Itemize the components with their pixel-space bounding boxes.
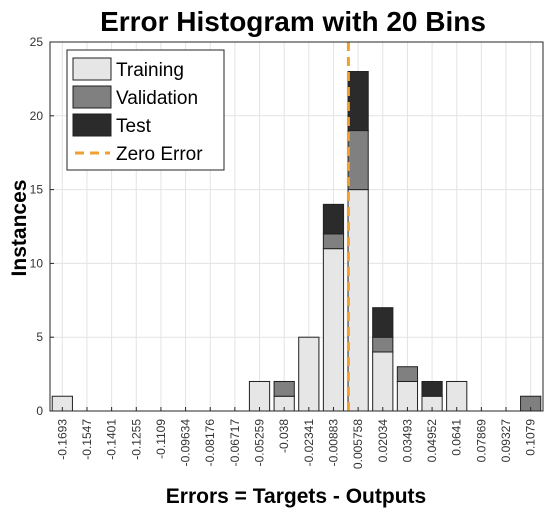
x-tick-label: -0.05259 xyxy=(253,419,267,467)
x-tick-label: -0.038 xyxy=(277,419,291,453)
x-tick-label: 0.1079 xyxy=(524,419,538,456)
x-tick-label: -0.00883 xyxy=(326,419,340,467)
y-tick-label: 25 xyxy=(30,35,44,49)
bar-test-12 xyxy=(347,71,369,132)
x-tick-label: 0.04952 xyxy=(425,419,439,463)
y-tick-label: 15 xyxy=(30,183,44,197)
x-tick-label: 0.03493 xyxy=(400,419,414,463)
bar-test-11 xyxy=(322,203,345,235)
x-tick-label: 0.02034 xyxy=(376,419,390,463)
legend-swatch-test xyxy=(72,113,112,137)
bar-training-10 xyxy=(298,336,320,412)
bar-training-8 xyxy=(248,380,271,412)
x-tick-label: 0.07869 xyxy=(474,419,488,463)
x-tick-label: 0.005758 xyxy=(351,419,365,469)
bar-validation-13 xyxy=(372,336,394,353)
x-tick-label: -0.08176 xyxy=(203,419,217,467)
x-tick-label: -0.1693 xyxy=(55,419,69,460)
legend-swatch-validation xyxy=(72,85,112,109)
plot-area-frame xyxy=(49,41,544,412)
bar-training-16 xyxy=(446,380,468,412)
bar-validation-12 xyxy=(347,130,369,191)
bar-training-14 xyxy=(396,380,419,412)
bar-training-11 xyxy=(322,248,345,412)
y-tick-label: 5 xyxy=(36,330,43,344)
histogram-bars xyxy=(51,71,542,412)
bar-test-15 xyxy=(421,380,443,397)
x-tick-label: -0.06717 xyxy=(228,419,242,467)
x-tick-label: -0.02341 xyxy=(302,419,316,467)
bar-validation-11 xyxy=(322,233,345,250)
bar-training-13 xyxy=(372,351,394,412)
y-tick-label: 20 xyxy=(30,109,44,123)
x-tick-label: -0.1547 xyxy=(80,419,94,460)
chart-title: Error Histogram with 20 Bins xyxy=(100,6,486,37)
legend-label-training: Training xyxy=(116,60,184,81)
legend: Training Validation Test Zero Error xyxy=(66,49,225,171)
y-tick-label: 0 xyxy=(36,404,43,418)
x-axis-ticks: -0.1693 -0.1547 -0.1401 -0.1255 -0.1109 -0.09… xyxy=(55,407,538,469)
x-tick-label: -0.1255 xyxy=(129,419,143,460)
legend-label-test: Test xyxy=(116,116,152,137)
x-tick-label: -0.1109 xyxy=(154,419,168,459)
bar-training-12 xyxy=(347,189,369,412)
bar-test-13 xyxy=(372,307,394,338)
y-axis-label: Instances xyxy=(8,180,31,277)
legend-label-zero-error: Zero Error xyxy=(116,144,203,165)
legend-label-validation: Validation xyxy=(116,88,198,109)
bar-validation-9 xyxy=(273,380,295,397)
x-axis-label: Errors = Targets - Outputs xyxy=(166,485,426,508)
bar-validation-14 xyxy=(396,366,419,382)
x-tick-label: 0.0641 xyxy=(450,419,464,456)
x-tick-label: -0.1401 xyxy=(105,419,119,460)
y-tick-label: 10 xyxy=(30,256,44,270)
y-axis-ticks: 0 5 10 15 20 25 xyxy=(30,35,54,418)
x-tick-label: -0.09634 xyxy=(179,419,193,467)
legend-swatch-training xyxy=(72,57,112,81)
x-tick-label: 0.09327 xyxy=(499,419,513,463)
